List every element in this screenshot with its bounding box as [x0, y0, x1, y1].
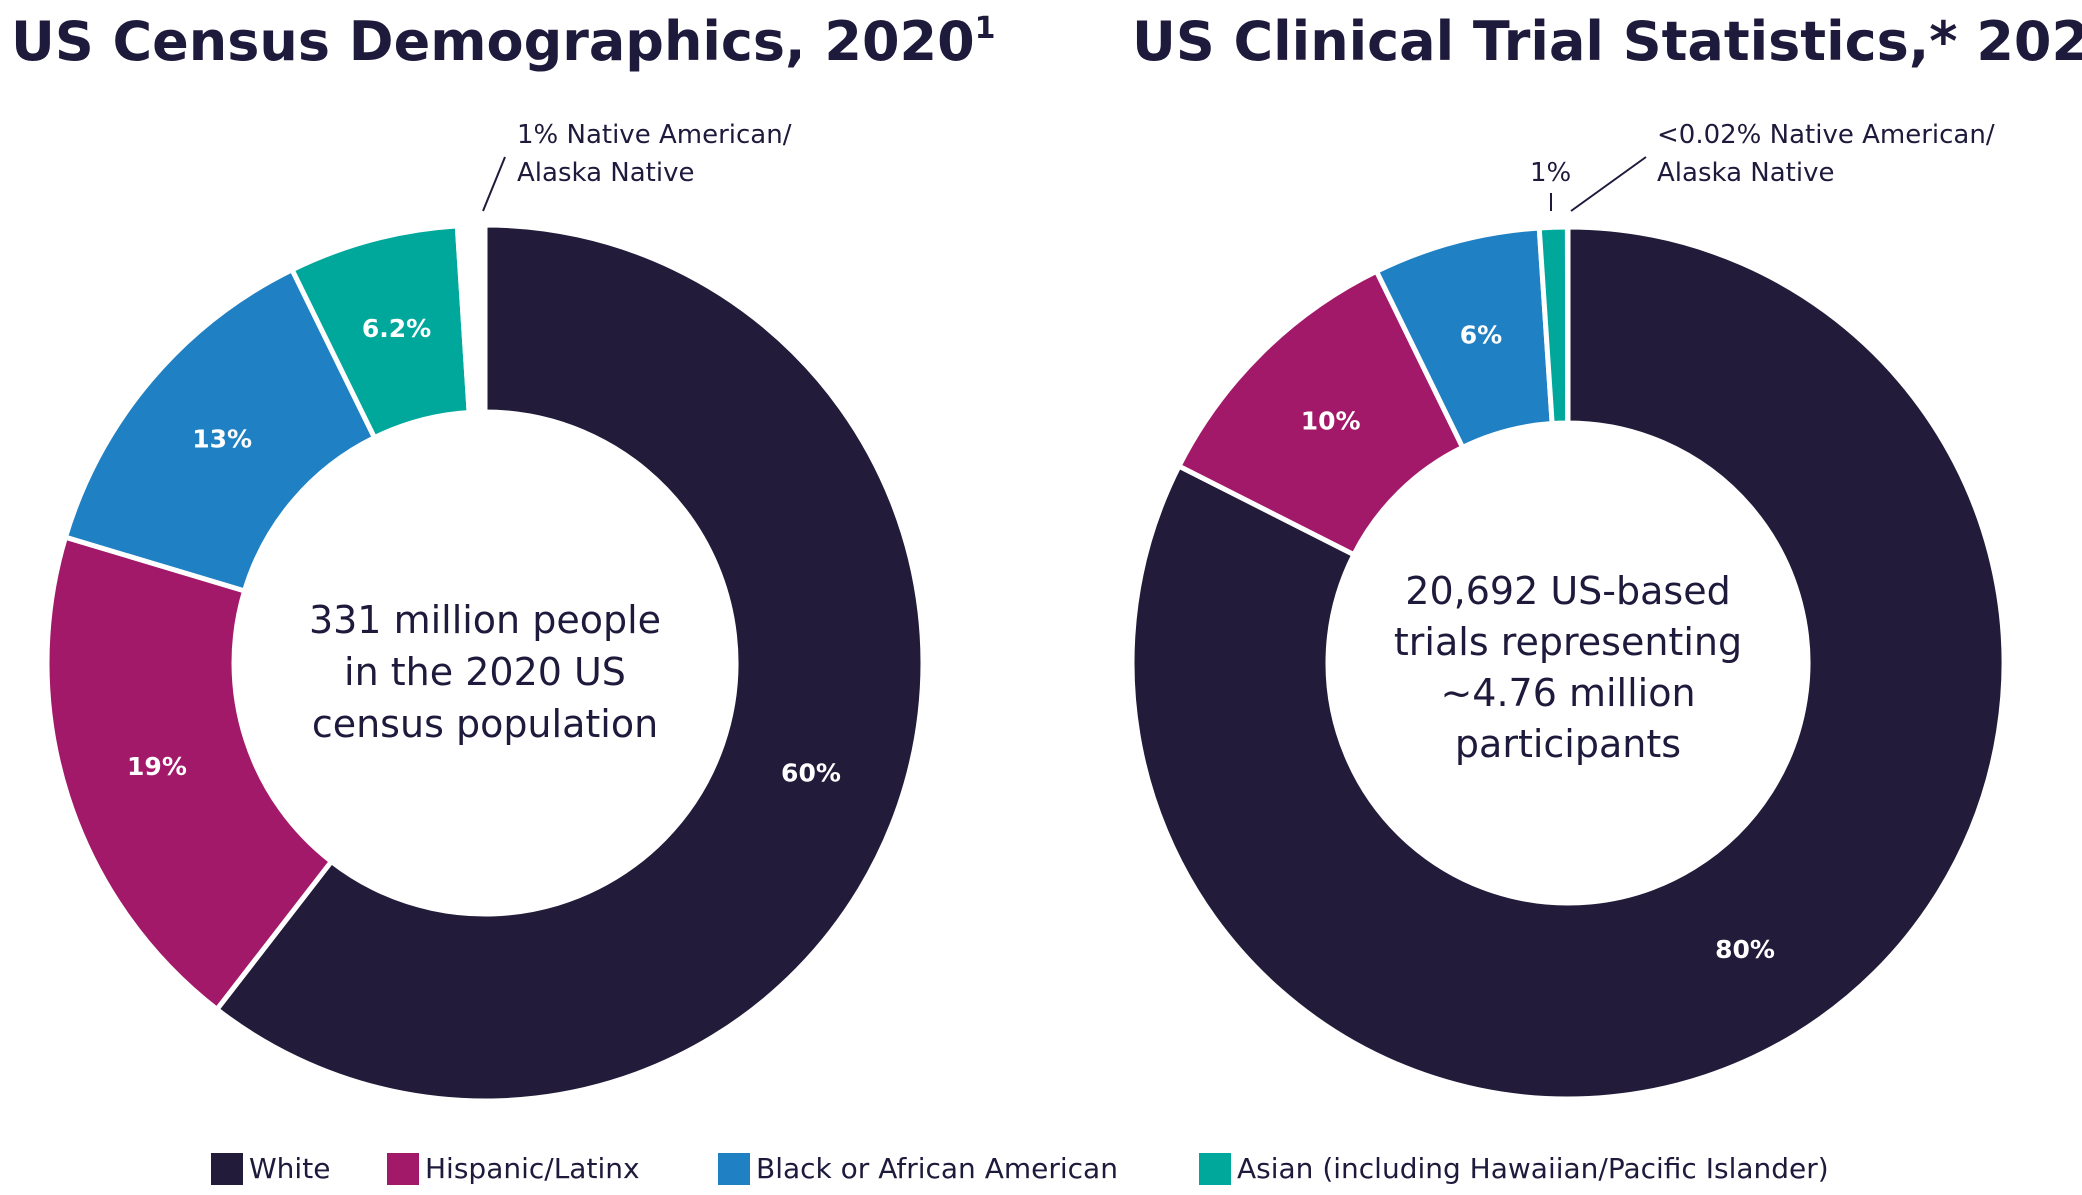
center-text-line: 20,692 US-based	[1405, 569, 1730, 613]
slice-hispanic-latinx	[44, 534, 335, 1013]
annotation-census-native-line2: Alaska Native	[517, 158, 694, 188]
legend-swatch-hispanic	[387, 1153, 419, 1185]
legend: White Hispanic/Latinx Black or African A…	[211, 1152, 1829, 1185]
slice-label: 6.2%	[362, 314, 431, 343]
center-text-line: participants	[1455, 722, 1681, 766]
slice-white	[213, 222, 926, 1104]
center-text-trials: 20,692 US-based trials representing ~4.76 …	[1394, 569, 1742, 766]
slice-native-american-alaska-native	[454, 222, 488, 416]
annotation-trials-asian: 1%	[1530, 158, 1571, 188]
legend-label-hispanic: Hispanic/Latinx	[425, 1152, 640, 1185]
donut-census: 60% 19% 13% 6.2%	[44, 222, 926, 1104]
slice-label: 60%	[781, 758, 841, 787]
annotation-leader-trials-native	[1570, 156, 1647, 212]
legend-swatch-white	[211, 1153, 243, 1185]
slice-label: 80%	[1715, 935, 1775, 964]
legend-swatch-black	[718, 1153, 750, 1185]
center-text-line: 331 million people	[309, 598, 661, 642]
slice-label: 13%	[192, 424, 252, 453]
annotation-census-native-line1: 1% Native American/	[517, 120, 792, 150]
legend-label-asian: Asian (including Hawaiian/Pacific Island…	[1237, 1152, 1829, 1185]
slice-native-american-alaska-native	[1564, 224, 1571, 426]
slice-label: 6%	[1460, 320, 1502, 349]
slice-label: 10%	[1301, 406, 1361, 435]
center-text-line: census population	[312, 702, 658, 746]
legend-label-white: White	[249, 1152, 330, 1185]
annotation-trials-native-line1: <0.02% Native American/	[1657, 120, 1995, 150]
legend-swatch-asian	[1199, 1153, 1231, 1185]
slice-white	[1129, 224, 2007, 1102]
chart-title-trials: US Clinical Trial Statistics,* 20222	[1132, 10, 2082, 73]
center-text-line: in the 2020 US	[344, 650, 626, 694]
donut-trials: 80% 10% 6%	[1129, 224, 2007, 1102]
center-text-line: ~4.76 million	[1440, 671, 1695, 715]
center-text-line: trials representing	[1394, 620, 1742, 664]
legend-label-black: Black or African American	[756, 1152, 1118, 1185]
center-text-census: 331 million people in the 2020 US census p…	[309, 598, 661, 746]
annotation-trials-native-line2: Alaska Native	[1657, 158, 1834, 188]
slice-label: 19%	[127, 752, 187, 781]
slice-black-or-african-american	[62, 266, 378, 595]
annotation-leader-census-native	[482, 156, 506, 212]
chart-title-census: US Census Demographics, 20201	[11, 10, 996, 73]
